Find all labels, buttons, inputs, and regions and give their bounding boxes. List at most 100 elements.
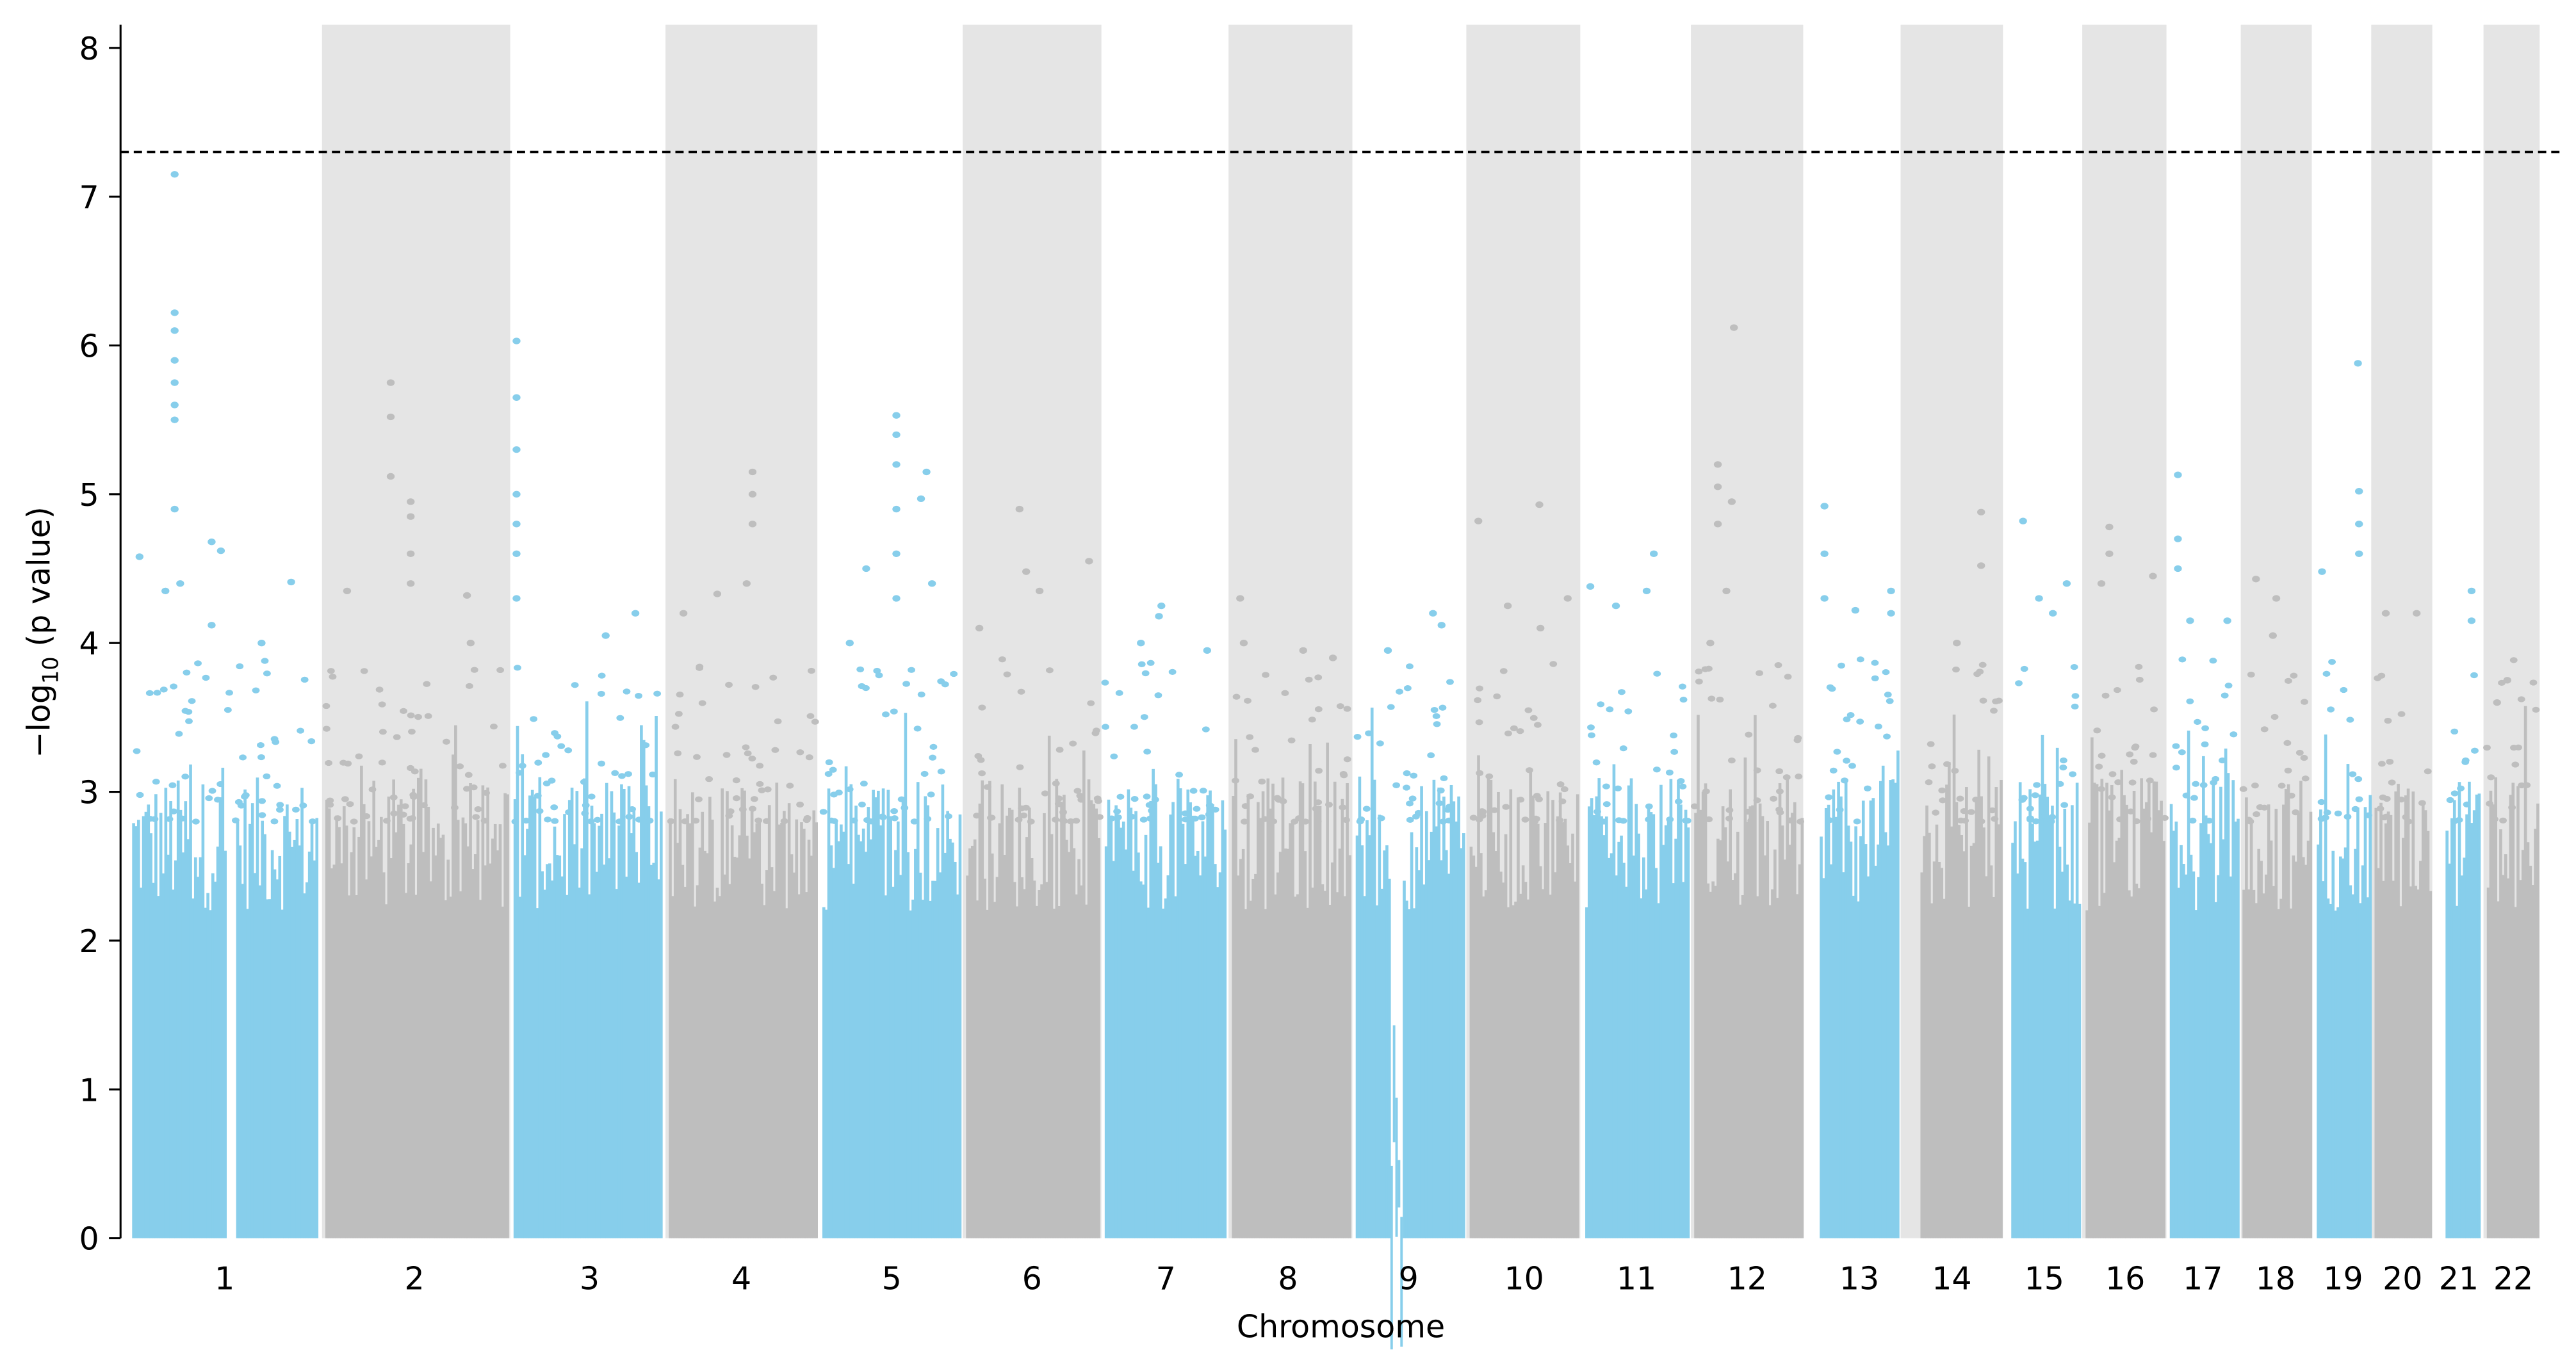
snp-point	[1260, 816, 1269, 822]
point-column	[2172, 831, 2176, 1238]
peak-snp-point	[2035, 595, 2043, 602]
point-column	[1884, 832, 1887, 1238]
chromosome-14-points	[1920, 508, 2003, 1238]
point-column	[473, 854, 477, 1238]
chromosome-10-points	[1469, 501, 1579, 1238]
point-column	[1218, 872, 1222, 1238]
snp-point	[1956, 795, 1964, 802]
snp-point	[1645, 803, 1653, 809]
point-column	[1766, 821, 1770, 1238]
point-column	[355, 895, 358, 1238]
point-column	[2523, 706, 2527, 1238]
point-column	[1889, 780, 1893, 1238]
point-column	[563, 814, 566, 1238]
point-column	[2142, 808, 2146, 1238]
point-column	[1886, 845, 1890, 1238]
peak-snp-point	[135, 553, 144, 560]
point-column	[660, 811, 663, 1238]
point-column	[1632, 855, 1636, 1238]
snp-point	[534, 759, 542, 766]
point-column	[268, 899, 272, 1238]
point-column	[325, 799, 329, 1238]
snp-point	[1087, 700, 1095, 706]
point-column	[1701, 791, 1705, 1238]
snp-point	[1871, 660, 1879, 666]
point-column	[1395, 1098, 1398, 1237]
snp-point	[456, 763, 464, 770]
snp-point	[1018, 805, 1026, 812]
point-column	[1281, 777, 1285, 1238]
snp-point	[1141, 670, 1150, 677]
point-column	[256, 777, 259, 1238]
snp-point	[763, 818, 770, 824]
point-column	[161, 873, 165, 1238]
snp-point	[1843, 758, 1850, 764]
point-column	[1600, 816, 1603, 1238]
snp-point	[1853, 818, 1861, 825]
snp-point	[1475, 816, 1483, 823]
point-column	[1410, 832, 1414, 1238]
snp-point	[927, 791, 935, 798]
snp-point	[2377, 761, 2386, 767]
point-column	[1206, 795, 1210, 1238]
peak-snp-point	[1586, 583, 1595, 590]
point-column	[1127, 789, 1130, 1238]
snp-point	[1886, 698, 1894, 704]
point-column	[943, 852, 947, 1238]
point-column	[723, 874, 726, 1238]
snp-point	[382, 818, 391, 824]
point-column	[503, 793, 507, 1238]
point-column	[1038, 890, 1041, 1238]
snp-point	[181, 708, 190, 714]
snp-point	[623, 688, 631, 695]
point-column	[1341, 799, 1344, 1238]
point-column	[1590, 798, 1594, 1238]
point-column	[1866, 876, 1870, 1238]
point-column	[1615, 875, 1618, 1238]
peak-snp-point	[845, 640, 854, 647]
snp-point	[587, 818, 595, 825]
snp-point	[1151, 797, 1159, 803]
peak-snp-point	[2174, 471, 2182, 478]
snp-point	[1846, 711, 1855, 718]
snp-point	[2328, 659, 2336, 665]
point-column	[578, 888, 582, 1238]
point-column	[2401, 838, 2405, 1238]
snp-point	[1353, 734, 1362, 740]
snp-point	[175, 731, 183, 737]
snp-point	[1168, 669, 1177, 675]
snp-point	[2212, 775, 2220, 782]
snp-point	[2041, 813, 2049, 819]
snp-point	[2059, 757, 2067, 764]
point-column	[2252, 889, 2256, 1238]
point-column	[1060, 802, 1063, 1238]
snp-point	[2334, 810, 2342, 817]
snp-point	[2135, 663, 2143, 670]
point-column	[1569, 863, 1572, 1238]
point-column	[881, 788, 885, 1238]
point-column	[747, 858, 751, 1238]
point-column	[1546, 791, 1550, 1238]
point-column	[2334, 911, 2337, 1238]
point-column	[1602, 835, 1606, 1238]
snp-point	[544, 816, 552, 823]
point-column	[548, 863, 551, 1238]
peak-snp-point	[601, 632, 610, 639]
point-column	[1440, 860, 1443, 1238]
snp-point	[1967, 809, 1975, 815]
snp-point	[1705, 665, 1713, 672]
peak-snp-point	[1851, 606, 1860, 614]
snp-point	[341, 796, 349, 802]
snp-point	[845, 786, 854, 793]
snp-point	[2178, 656, 2187, 663]
point-column	[931, 880, 934, 1238]
snp-point	[2450, 790, 2459, 797]
point-column	[2319, 809, 2322, 1238]
point-column	[1743, 757, 1747, 1238]
snp-point	[2194, 718, 2201, 726]
snp-point	[1695, 678, 1703, 685]
point-column	[867, 807, 870, 1238]
point-column	[861, 828, 865, 1238]
point-column	[1246, 794, 1250, 1238]
peak-snp-point	[208, 539, 216, 546]
